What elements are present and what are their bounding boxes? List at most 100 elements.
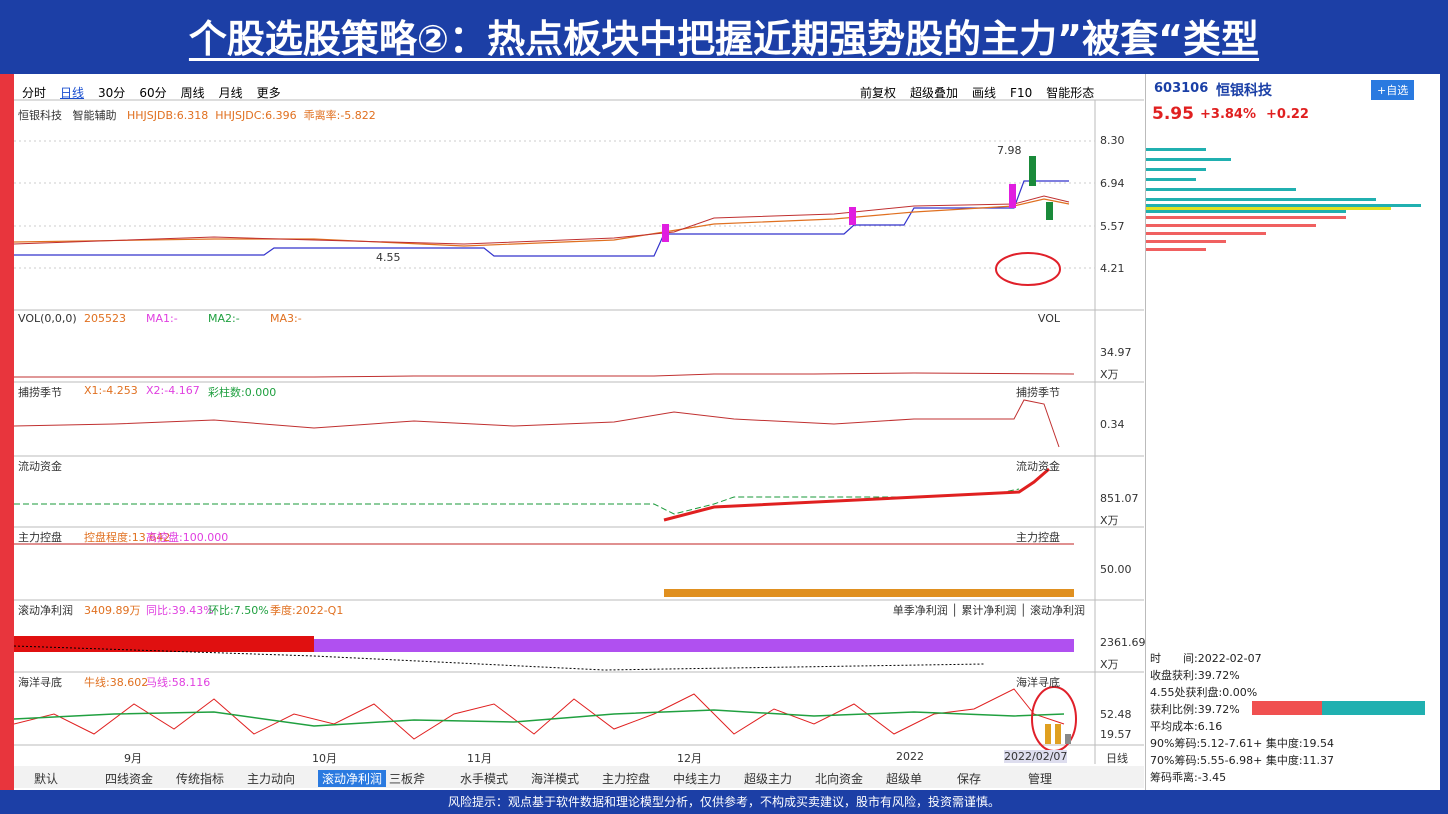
panel-label: 流动资金: [18, 460, 62, 473]
headline: 个股选股策略②：热点板块中把握近期强势股的主力”被套“类型: [188, 17, 1260, 61]
axis-label: 6.94: [1100, 177, 1125, 190]
panel-label: 捕捞季节: [18, 386, 62, 399]
panel-value: MA2:-: [208, 312, 240, 325]
axis-label: 50.00: [1100, 563, 1132, 576]
change: +0.22: [1266, 107, 1309, 122]
axis-label: 0.34: [1100, 418, 1125, 431]
tab[interactable]: 保存: [957, 772, 982, 786]
period[interactable]: 更多: [256, 86, 281, 100]
axis-label: 4.21: [1100, 262, 1125, 275]
assist[interactable]: 智能辅助: [72, 109, 117, 122]
axis-label: 19.57: [1100, 728, 1132, 741]
panel-right: 流动资金: [1016, 460, 1060, 473]
panel-label: VOL(0,0,0): [18, 312, 77, 325]
chart-canvas: [14, 99, 1144, 764]
x-date: 2022/02/07: [1004, 750, 1068, 763]
axis-label: 34.97: [1100, 346, 1132, 359]
x-label: 10月: [312, 752, 337, 765]
tool[interactable]: F10: [1010, 86, 1033, 100]
info-row: 时 间:2022-02-07: [1150, 652, 1262, 665]
info-row: 平均成本:6.16: [1150, 720, 1223, 733]
tab[interactable]: 四线资金: [105, 772, 154, 786]
panel-right: VOL: [1037, 312, 1060, 325]
axis-label: 8.30: [1100, 134, 1125, 147]
tab[interactable]: 水手模式: [460, 772, 509, 786]
period[interactable]: 周线: [180, 86, 205, 100]
stock-name: 恒银科技: [18, 109, 62, 122]
tool[interactable]: 智能形态: [1046, 86, 1095, 100]
tab[interactable]: 超级主力: [744, 772, 793, 786]
tab[interactable]: 超级单: [886, 772, 923, 786]
info-list: 时 间:2022-02-07 收盘获利:39.72% 4.55处获利盘:0.00% 获…: [1150, 650, 1334, 786]
indicator: HHJSJDC:6.396: [215, 109, 297, 122]
period[interactable]: 日线: [60, 86, 85, 100]
tab[interactable]: 管理: [1028, 772, 1053, 786]
indicator: HHJSJDB:6.318: [127, 109, 209, 122]
period-label: 日线: [1106, 752, 1128, 765]
axis-label: 2361.69: [1100, 636, 1146, 649]
app-window: 分时 日线 30分 60分 周线 月线 更多 前复权 超级叠加 画线 F10 智能形态 恒银科技 智…: [14, 74, 1440, 790]
axis-label: X万: [1100, 514, 1119, 527]
axis-label: 5.57: [1100, 220, 1125, 233]
panel-label: 滚动净利润: [18, 604, 73, 617]
panel-value: 马线:58.116: [146, 676, 211, 689]
axis-label: 851.07: [1100, 492, 1139, 505]
panel-value: MA3:-: [270, 312, 302, 325]
profit-bar: [1252, 701, 1322, 715]
panel-value: 牛线:38.602: [84, 676, 149, 689]
period[interactable]: 月线: [218, 86, 243, 100]
tab[interactable]: 中线主力: [673, 772, 722, 786]
high-label: 7.98: [997, 144, 1022, 157]
panel-value: 同比:39.43%: [146, 604, 214, 617]
info-row: 获利比例:39.72%: [1150, 703, 1240, 716]
pct: +3.84%: [1200, 107, 1256, 122]
period-bar: 分时 日线 30分 60分 周线 月线 更多: [22, 82, 295, 101]
panel-right: 海洋寻底: [1016, 676, 1060, 689]
panel-value: 环比:7.50%: [208, 604, 269, 617]
panel-label: 主力控盘: [18, 531, 62, 544]
period[interactable]: 60分: [139, 86, 167, 100]
axis-label: X万: [1100, 368, 1119, 381]
add-watch[interactable]: +自选: [1371, 80, 1415, 100]
info-row: 70%筹码:5.55-6.98+ 集中度:11.37: [1150, 754, 1335, 767]
tab[interactable]: 主力控盘: [602, 772, 651, 786]
panel-value: 彩柱数:0.000: [208, 386, 277, 399]
panel-right: 单季净利润 │ 累计净利润 │ 滚动净利润: [892, 604, 1085, 617]
tab[interactable]: 默认: [34, 772, 59, 786]
tab[interactable]: 海洋模式: [531, 772, 580, 786]
tab[interactable]: 三板斧: [389, 772, 426, 786]
price-header: 恒银科技 智能辅助 HHJSJDB:6.318 HHJSJDC:6.396 乖离…: [18, 107, 376, 123]
tab[interactable]: 北向资金: [815, 772, 864, 786]
tool[interactable]: 前复权: [860, 86, 897, 100]
name: 恒银科技: [1216, 83, 1272, 99]
panel-value: 3409.89万: [84, 604, 141, 617]
panel-right: 主力控盘: [1016, 531, 1060, 544]
x-label: 2022: [896, 750, 924, 763]
indicator: 乖离率:-5.822: [303, 109, 376, 122]
x-label: 12月: [677, 752, 702, 765]
axis-label: 52.48: [1100, 708, 1132, 721]
side-panel: 603106 恒银科技 +自选 5.95 +3.84% +0.22 时 间:20…: [1145, 74, 1441, 790]
left-strip: [0, 74, 14, 790]
period[interactable]: 30分: [98, 86, 126, 100]
panel-value: 205523: [84, 312, 126, 325]
tab[interactable]: 滚动净利润: [318, 770, 387, 787]
code: 603106: [1154, 81, 1209, 96]
low-label: 4.55: [376, 251, 401, 264]
info-row: 4.55处获利盘:0.00%: [1150, 686, 1258, 699]
info-row: 筹码乖离:-3.45: [1150, 771, 1227, 784]
panel-value: X2:-4.167: [146, 384, 200, 397]
tool[interactable]: 超级叠加: [910, 86, 959, 100]
panel-value: 高控盘:100.000: [146, 531, 229, 544]
tab[interactable]: 传统指标: [176, 772, 225, 786]
disclaimer: 风险提示：观点基于软件数据和理论模型分析，仅供参考，不构成买卖建议，股市有风险，…: [447, 795, 1000, 809]
tool-bar: 前复权 超级叠加 画线 F10 智能形态: [860, 82, 1108, 101]
period[interactable]: 分时: [22, 86, 47, 100]
loss-bar: [1322, 701, 1425, 715]
x-label: 9月: [124, 752, 142, 765]
info-row: 90%筹码:5.12-7.61+ 集中度:19.54: [1150, 737, 1335, 750]
tab[interactable]: 主力动向: [247, 772, 296, 786]
tool[interactable]: 画线: [972, 86, 997, 100]
panel-value: 季度:2022-Q1: [270, 604, 344, 617]
